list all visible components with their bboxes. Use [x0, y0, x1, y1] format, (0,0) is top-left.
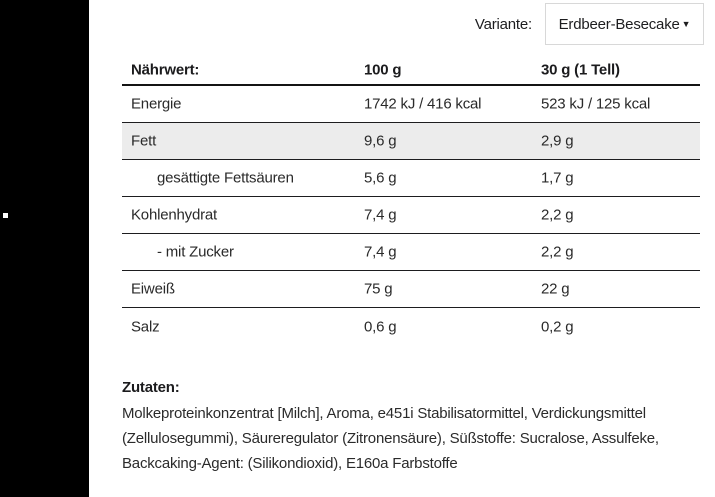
table-row: Energie 1742 kJ / 416 kcal 523 kJ / 125 …: [122, 86, 700, 123]
value-per-30g: 2,9 g: [541, 132, 574, 150]
value-per-100g: 1742 kJ / 416 kcal: [364, 95, 482, 113]
row-label: Eiweiß: [131, 280, 175, 298]
value-per-30g: 22 g: [541, 280, 570, 298]
variant-label: Variante:: [474, 15, 532, 33]
value-per-100g: 9,6 g: [364, 132, 397, 150]
header-per-30g: 30 g (1 Tell): [541, 61, 620, 78]
header-per-100g: 100 g: [364, 61, 402, 78]
ingredients-text: Molkeproteinkonzentrat [Milch], Aroma, e…: [122, 405, 659, 472]
left-black-panel: [0, 0, 89, 497]
row-label: gesättigte Fettsäuren: [157, 169, 294, 187]
sidebar-marker: [3, 213, 8, 218]
header-nutrient: Nährwert:: [131, 61, 200, 78]
value-per-30g: 0,2 g: [541, 318, 574, 335]
value-per-100g: 5,6 g: [364, 169, 397, 187]
row-label: Energie: [131, 95, 182, 113]
table-row: gesättigte Fettsäuren 5,6 g 1,7 g: [122, 160, 700, 197]
value-per-100g: 7,4 g: [364, 243, 397, 261]
row-label: Fett: [131, 132, 157, 150]
chevron-down-icon: ▼: [681, 19, 691, 29]
variant-selected-value: Erdbeer-Besecake: [558, 15, 680, 33]
value-per-100g: 75 g: [364, 280, 393, 298]
table-row: Eiweiß 75 g 22 g: [122, 271, 700, 308]
value-per-30g: 2,2 g: [541, 243, 574, 261]
value-per-100g: 7,4 g: [364, 206, 397, 224]
variant-selector-bar: Variante: Erdbeer-Besecake ▼: [475, 3, 704, 45]
value-per-30g: 2,2 g: [541, 206, 574, 224]
nutrition-table: Nährwert: 100 g 30 g (1 Tell) Energie 17…: [122, 55, 700, 345]
table-row: - mit Zucker 7,4 g 2,2 g: [122, 234, 700, 271]
value-per-30g: 523 kJ / 125 kcal: [541, 95, 651, 113]
table-row: Fett 9,6 g 2,9 g: [122, 123, 700, 160]
row-label: Salz: [131, 318, 160, 335]
ingredients-heading: Zutaten:: [122, 379, 180, 396]
variant-dropdown[interactable]: Erdbeer-Besecake ▼: [545, 3, 704, 45]
value-per-100g: 0,6 g: [364, 318, 397, 335]
row-label: Kohlenhydrat: [131, 206, 217, 224]
table-row: Salz 0,6 g 0,2 g: [122, 308, 700, 345]
row-label: - mit Zucker: [157, 243, 234, 261]
value-per-30g: 1,7 g: [541, 169, 574, 187]
table-row: Kohlenhydrat 7,4 g 2,2 g: [122, 197, 700, 234]
table-header-row: Nährwert: 100 g 30 g (1 Tell): [122, 55, 700, 86]
